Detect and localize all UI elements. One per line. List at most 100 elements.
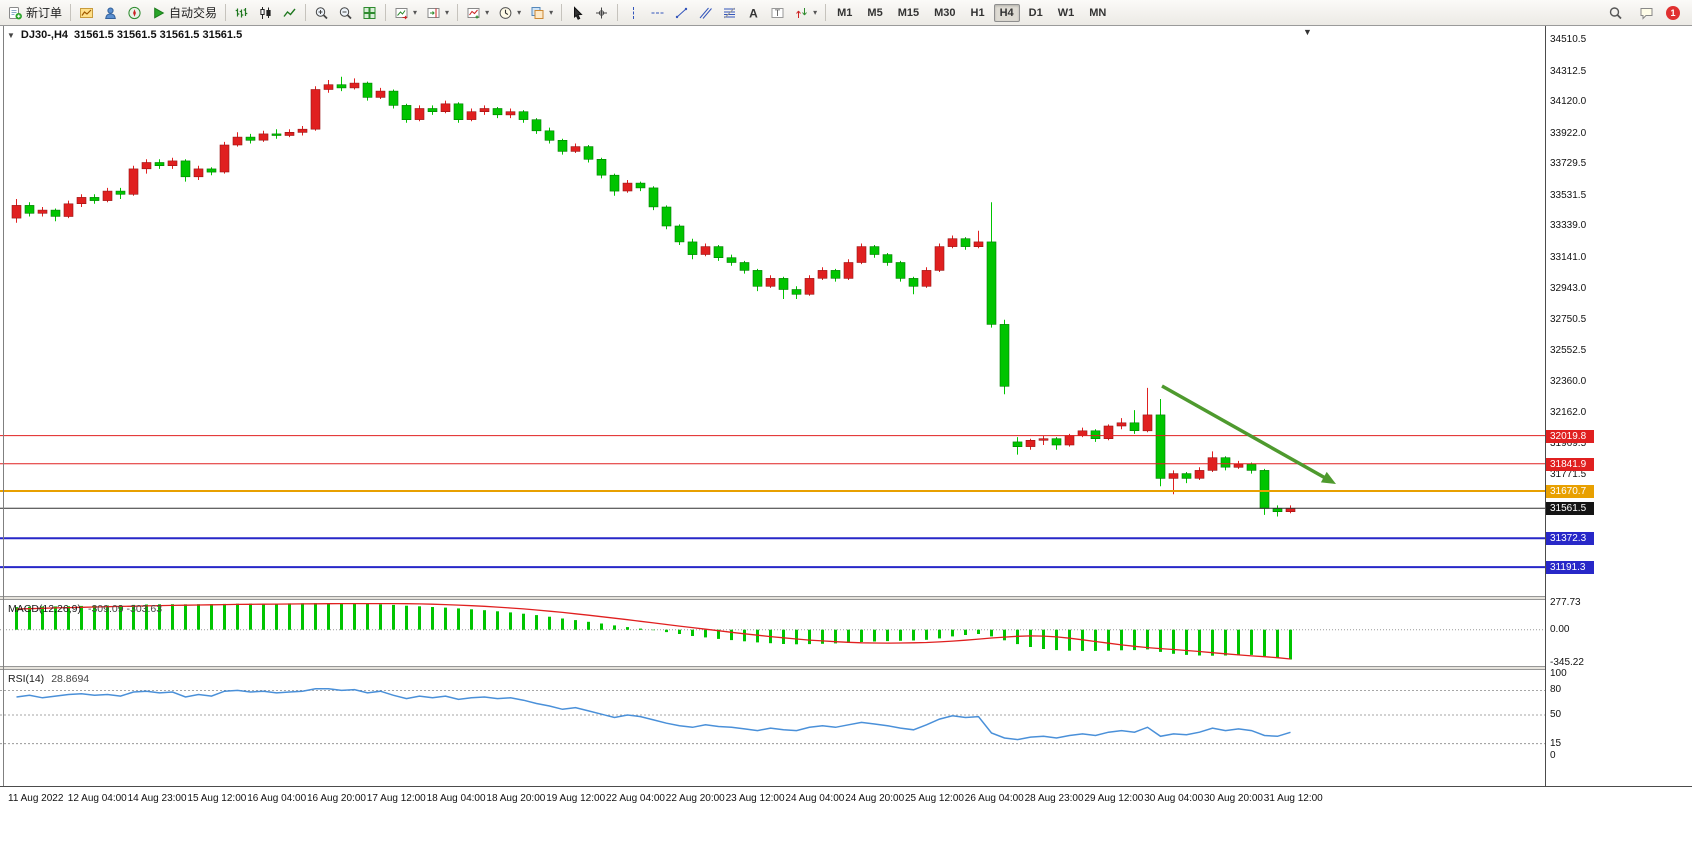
macd-axis-label: -345.22 [1550,657,1584,668]
time-axis-label: 16 Aug 20:00 [307,793,366,804]
vertical-line-button[interactable] [622,2,645,23]
fibonacci-button[interactable] [718,2,741,23]
toolbar-separator [385,4,387,21]
label-button[interactable]: T [766,2,789,23]
toolbar-separator [561,4,563,21]
time-axis-label: 22 Aug 20:00 [665,793,725,804]
dropdown-caret-icon: ▾ [413,8,418,17]
macd-name: MACD(12,26,9) [8,603,81,615]
trendline-button[interactable] [670,2,693,23]
zoom-out-button[interactable] [334,2,357,23]
cursor-button[interactable] [566,2,589,23]
time-axis-label: 24 Aug 04:00 [785,793,845,804]
chat-button[interactable] [1635,2,1658,23]
tile-windows-button[interactable] [358,2,381,23]
auto-trading-button[interactable]: 自动交易 [147,2,221,23]
zoom-in-button[interactable] [310,2,333,23]
chart-shift-button[interactable]: ▾ [422,2,453,23]
time-axis-label: 18 Aug 20:00 [486,793,546,804]
notification-badge[interactable]: 1 [1666,5,1680,20]
chart-window: ▼ DJ30-,H4 31561.5 31561.5 31561.5 31561… [0,26,1692,847]
crosshair-icon [596,7,608,18]
channel-button[interactable] [694,2,717,23]
dropdown-caret-icon: ▾ [485,8,490,17]
time-axis-label: 16 Aug 04:00 [247,793,307,804]
toolbar-right-cluster: 1 [1604,2,1688,23]
rsi-value: 28.8694 [51,673,90,685]
time-axis-label: 14 Aug 23:00 [127,793,187,804]
one-click-trading-button[interactable]: ▼ [7,30,15,40]
timeframe-button-H1[interactable]: H1 [970,6,985,19]
timeframe-button-M1[interactable]: M1 [837,6,853,19]
toolbar-separator [225,4,227,21]
time-axis-label: 23 Aug 12:00 [725,793,785,804]
templates-button[interactable]: ▾ [526,2,557,23]
price-axis-label: 33339.0 [1550,220,1587,232]
auto-scroll-button[interactable]: ▾ [390,2,421,23]
candles-icon [260,6,271,19]
bars-icon [235,7,248,17]
dropdown-caret-icon: ▾ [549,8,554,17]
rsi-name: RSI(14) [8,673,45,685]
price-axis[interactable]: 34510.5 34312.5 34120.0 33922.0 33729.5 33531… [1546,26,1692,786]
rsi-axis-label: 50 [1550,709,1562,720]
price-chart[interactable] [0,26,1545,596]
cursor-icon [574,5,583,20]
candlestick-chart-button[interactable] [254,2,277,23]
rsi-panel[interactable] [0,670,1545,760]
price-axis-label: 33922.0 [1550,127,1587,139]
timeframe-button-M5[interactable]: M5 [867,6,883,19]
chart-symbol-label: ▼ DJ30-,H4 31561.5 31561.5 31561.5 31561… [7,29,242,41]
new-chart-button[interactable] [75,2,98,23]
timeframe-button-W1[interactable]: W1 [1057,6,1075,19]
panel-splitter[interactable] [0,596,1692,600]
macd-axis-label: 277.73 [1550,597,1581,608]
macd-axis-label: 0.00 [1550,623,1570,635]
chart-shift-marker-icon[interactable]: ▼ [1303,27,1312,37]
profiles-button[interactable] [99,2,122,23]
panel-splitter[interactable] [0,666,1692,670]
price-tag: 31841.9 [1546,457,1594,471]
chat-icon [1640,7,1653,20]
horizontal-line-button[interactable] [646,2,669,23]
chartshift-icon [427,7,440,18]
navigator-button[interactable] [123,2,146,23]
line-chart-button[interactable] [278,2,301,23]
rsi-indicator-label: RSI(14) 28.8694 [8,673,89,685]
search-button[interactable] [1604,2,1627,23]
time-axis-label: 29 Aug 12:00 [1084,793,1144,804]
timeframe-button-H4[interactable]: H4 [993,3,1020,22]
bar-chart-button[interactable] [230,2,253,23]
time-axis-label: 26 Aug 04:00 [964,793,1024,804]
timeframe-button-MN[interactable]: MN [1089,6,1107,19]
search-icon [1609,6,1622,19]
timeframe-button-M30[interactable]: M30 [934,6,956,19]
price-tag: 31191.3 [1546,561,1594,575]
dropdown-caret-icon: ▾ [517,8,522,17]
price-axis-label: 32943.0 [1550,283,1587,294]
rsi-axis-label: 15 [1550,737,1562,749]
timeframe-button-D1[interactable]: D1 [1028,6,1043,19]
periods-button[interactable]: ▾ [494,2,525,23]
price-tag: 31670.7 [1546,485,1594,498]
macd-indicator-label: MACD(12,26,9) -309.09 -303.63 [8,603,162,615]
crosshair-button[interactable] [590,2,613,23]
fibo-icon [724,7,736,18]
dropdown-caret-icon: ▾ [813,8,818,17]
arrows-button[interactable]: ▾ [790,2,821,23]
text-button[interactable]: A [742,2,765,23]
new-order-button[interactable]: 新订单 [4,2,66,23]
rsi-axis-label: 80 [1550,684,1562,696]
macd-panel[interactable] [0,600,1545,666]
toolbar-button-label: 自动交易 [169,6,218,20]
timeframe-button-M15[interactable]: M15 [897,6,920,19]
price-axis-label: 31771.5 [1550,469,1587,480]
time-axis[interactable]: 11 Aug 2022 12 Aug 04:00 14 Aug 23:00 15 Au… [0,786,1692,812]
price-axis-label: 33141.0 [1550,251,1587,263]
time-axis-label: 12 Aug 04:00 [67,793,127,804]
time-axis-label: 17 Aug 12:00 [366,793,426,804]
rsi-axis-label: 100 [1550,668,1567,679]
time-axis-label: 11 Aug 2022 [8,793,64,804]
price-axis-label: 32552.5 [1550,345,1587,356]
indicators-button[interactable]: ▾ [462,2,493,23]
